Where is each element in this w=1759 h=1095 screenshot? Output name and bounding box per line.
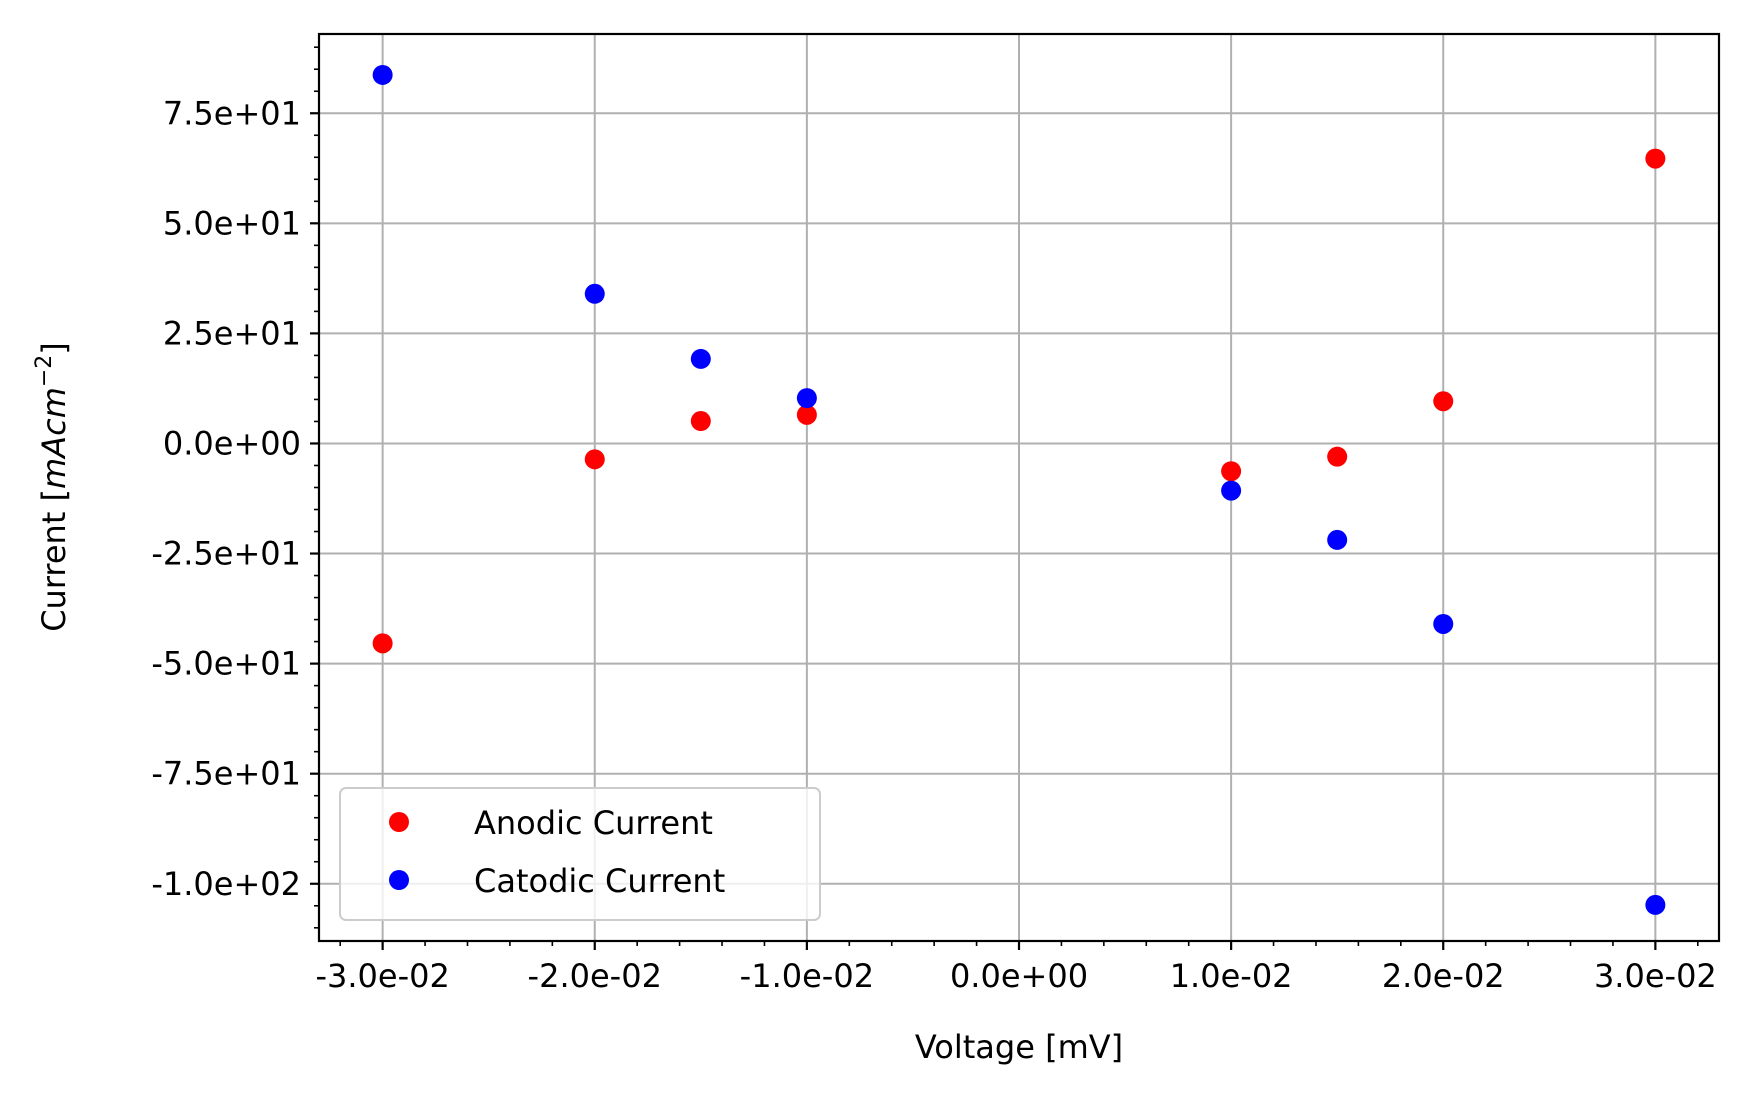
anodic-point: [1327, 446, 1348, 467]
anodic-point: [1221, 461, 1242, 482]
anodic-point: [1645, 148, 1666, 169]
anodic-point: [372, 633, 393, 654]
legend: Anodic Current Catodic Current: [339, 787, 821, 921]
y-tick-label: 7.5e+01: [163, 94, 301, 132]
legend-label-catodic: Catodic Current: [474, 862, 725, 900]
y-axis-title: Current [mAcm−2]: [32, 342, 73, 632]
legend-marker-catodic: [389, 870, 409, 890]
y-tick-label: 0.0e+00: [163, 424, 301, 462]
x-tick-label: 2.0e-02: [1382, 957, 1505, 995]
anodic-point: [584, 449, 605, 470]
x-axis-title: Voltage [mV]: [915, 1028, 1123, 1066]
y-axis-title-exponent: −2: [32, 355, 57, 387]
catodic-point: [796, 388, 817, 409]
data-points: [372, 64, 1666, 915]
y-tick-label: 5.0e+01: [163, 204, 301, 242]
x-tick-label: -1.0e-02: [740, 957, 874, 995]
catodic-point: [1327, 529, 1348, 550]
legend-marker-anodic: [389, 812, 409, 832]
anodic-point: [1433, 391, 1454, 412]
grid: [319, 34, 1719, 941]
y-tick-label: -7.5e+01: [151, 755, 301, 793]
x-tick-label: 1.0e-02: [1170, 957, 1293, 995]
anodic-point: [796, 404, 817, 425]
catodic-point: [584, 283, 605, 304]
x-tick-label: 3.0e-02: [1594, 957, 1717, 995]
anodic-point: [690, 411, 711, 432]
legend-label-anodic: Anodic Current: [474, 804, 713, 842]
y-axis-title-main: Current [: [35, 489, 73, 632]
x-tick-label: -3.0e-02: [315, 957, 449, 995]
y-tick-label: -5.0e+01: [151, 645, 301, 683]
catodic-point: [1221, 480, 1242, 501]
tick-labels: -3.0e-02 -2.0e-02 -1.0e-02 0.0e+00 1.0e-02 2.…: [151, 94, 1716, 995]
catodic-point: [1433, 613, 1454, 634]
legend-box: [339, 787, 821, 921]
plot-area-frame: [317, 32, 1721, 943]
y-tick-label: -1.0e+02: [151, 865, 301, 903]
catodic-point: [372, 64, 393, 85]
major-ticks: [310, 112, 1657, 950]
x-tick-label: 0.0e+00: [950, 957, 1088, 995]
x-tick-label: -2.0e-02: [528, 957, 662, 995]
y-axis-title-unit: mAcm: [35, 387, 73, 489]
y-axis-title-close: ]: [35, 342, 73, 354]
catodic-point: [1645, 894, 1666, 915]
y-tick-label: -2.5e+01: [151, 535, 301, 573]
y-tick-label: 2.5e+01: [163, 314, 301, 352]
catodic-point: [690, 348, 711, 369]
